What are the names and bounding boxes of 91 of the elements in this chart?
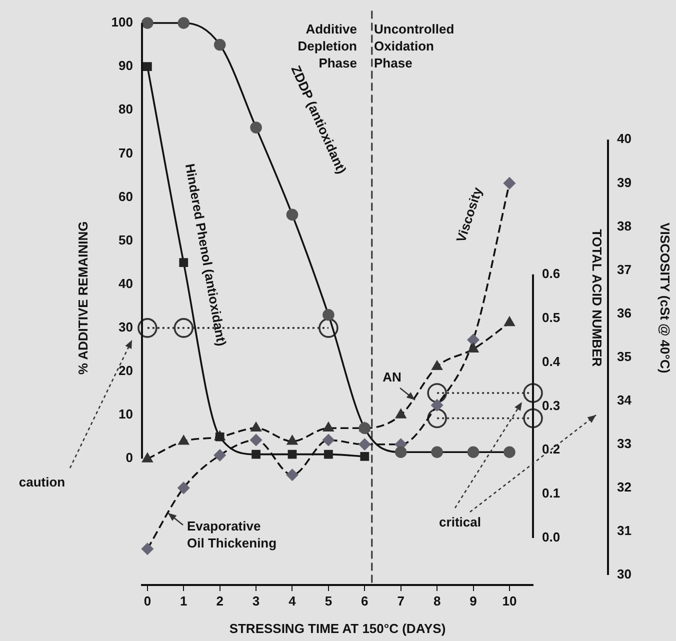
point xyxy=(504,177,516,190)
point xyxy=(142,17,154,29)
point xyxy=(467,334,480,346)
point xyxy=(142,542,154,555)
point xyxy=(427,383,447,403)
point xyxy=(523,408,543,428)
y3-tick-label: 32 xyxy=(617,480,632,494)
y-tick-label: 0 xyxy=(126,450,133,466)
y3-tick-label: 30 xyxy=(617,566,632,582)
y2-tick-label: 0.1 xyxy=(542,486,560,501)
y-tick-label: 90 xyxy=(118,58,133,74)
point xyxy=(358,438,371,450)
point xyxy=(250,422,262,432)
y-axis-title: % ADDITIVE REMAINING xyxy=(75,221,90,375)
annotation: Evaporative Oil Thickening xyxy=(187,518,277,551)
point xyxy=(174,318,194,338)
point xyxy=(178,482,190,494)
y-tick-label: 50 xyxy=(118,232,133,248)
point xyxy=(252,450,260,459)
point xyxy=(323,422,334,432)
point xyxy=(214,38,226,51)
point xyxy=(322,434,334,446)
y3-tick-label: 40 xyxy=(617,131,632,146)
y3-tick-label: 33 xyxy=(617,436,632,451)
point xyxy=(178,435,189,445)
point xyxy=(250,434,262,446)
point xyxy=(138,318,158,338)
y-tick-label: 20 xyxy=(118,363,133,378)
point xyxy=(214,449,226,462)
x-tick-label: 8 xyxy=(433,593,441,608)
y2-tick-label: 0.4 xyxy=(542,354,561,369)
y3-tick-label: 39 xyxy=(617,174,632,190)
series-label: AN xyxy=(382,370,402,385)
point xyxy=(142,62,152,71)
point xyxy=(324,450,333,459)
text: caution xyxy=(18,474,66,490)
y-tick-label: 60 xyxy=(118,188,133,204)
point xyxy=(432,360,442,370)
point xyxy=(358,422,371,434)
y3-tick-label: 36 xyxy=(617,305,632,320)
point xyxy=(504,316,515,326)
annotation: critical xyxy=(439,514,481,530)
point xyxy=(523,383,543,403)
x-tick-label: 0 xyxy=(144,593,152,608)
y-tick-label: 80 xyxy=(118,102,133,117)
x-tick-label: 4 xyxy=(288,593,297,608)
point xyxy=(504,446,516,458)
y2-tick-label: 0.6 xyxy=(542,266,560,281)
y2-tick-label: 0.3 xyxy=(542,398,560,413)
y3-axis-title: VISCOSITY (cSt @ 40°C) xyxy=(658,222,673,374)
point xyxy=(360,452,370,461)
x-tick-label: 3 xyxy=(252,593,260,608)
point xyxy=(427,408,447,428)
point xyxy=(394,446,407,458)
point xyxy=(431,399,443,412)
point xyxy=(396,409,406,418)
y3-tick-label: 37 xyxy=(617,262,632,277)
point xyxy=(286,468,298,481)
annotation: Uncontrolled Oxidation Phase xyxy=(374,22,454,71)
point xyxy=(178,17,190,29)
point xyxy=(467,446,480,458)
x-tick-label: 6 xyxy=(361,593,368,608)
x-tick-label: 2 xyxy=(216,593,224,608)
y-tick-label: 10 xyxy=(118,406,133,422)
point xyxy=(179,258,188,268)
x-tick-label: 5 xyxy=(324,593,332,608)
y-tick-label: 70 xyxy=(118,145,133,160)
point xyxy=(250,122,262,134)
x-tick-label: 9 xyxy=(470,593,477,608)
y-tick-label: 40 xyxy=(118,276,133,291)
point xyxy=(286,208,298,221)
point xyxy=(288,450,297,459)
y2-tick-label: 0.5 xyxy=(542,310,560,325)
x-tick-label: 1 xyxy=(180,593,188,608)
point xyxy=(318,318,338,338)
y3-tick-label: 34 xyxy=(617,392,632,408)
point xyxy=(431,446,443,458)
x-tick-label: 7 xyxy=(397,593,404,608)
y-tick-label: 100 xyxy=(111,14,133,30)
point xyxy=(322,308,334,321)
y3-tick-label: 35 xyxy=(617,348,632,364)
y2-tick-label: 0.0 xyxy=(542,530,560,545)
y2-axis-title: TOTAL ACID NUMBER xyxy=(590,229,605,368)
point xyxy=(142,453,153,462)
y-tick-label: 30 xyxy=(118,320,133,335)
point xyxy=(468,343,478,352)
x-axis-title: STRESSING TIME AT 150°C (DAYS) xyxy=(229,620,446,636)
point xyxy=(287,435,298,445)
x-tick-label: 10 xyxy=(502,593,517,608)
y3-tick-label: 31 xyxy=(617,523,632,538)
y3-tick-label: 38 xyxy=(617,218,632,234)
